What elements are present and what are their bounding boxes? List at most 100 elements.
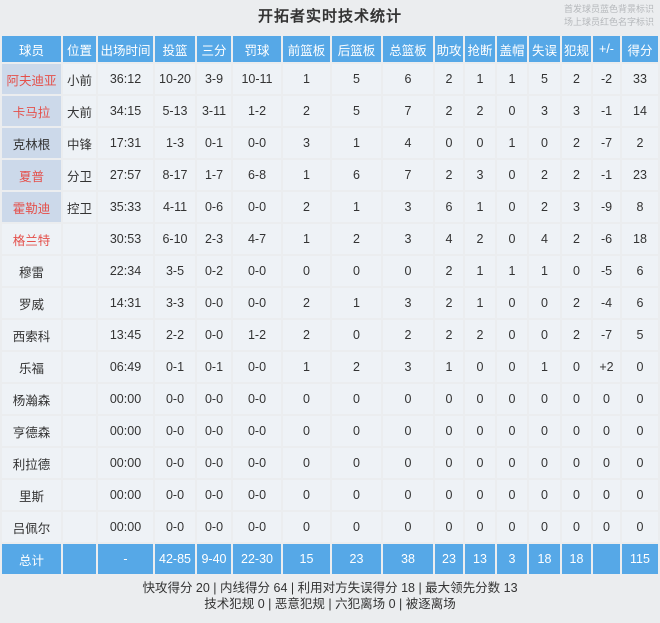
stat-pf: 18	[562, 544, 591, 574]
stat-pts: 115	[622, 544, 658, 574]
stat-ft: 0-0	[233, 480, 281, 510]
stat-pts: 0	[622, 384, 658, 414]
footer-scoring-line: 快攻得分 20 | 内线得分 64 | 利用对方失误得分 18 | 最大领先分数…	[142, 581, 518, 595]
player-name: 亨德森	[2, 416, 61, 446]
player-row: 阿夫迪亚 小前 36:12 10-20 3-9 10-11 1 5 6 2 1 1 5 2 -2 33	[2, 64, 658, 94]
stat-dreb: 0	[332, 416, 381, 446]
stat-position	[63, 544, 96, 574]
stat-ft: 10-11	[233, 64, 281, 94]
stat-three: 0-1	[197, 352, 231, 382]
stat-position: 中锋	[63, 128, 96, 158]
stat-tov: 0	[529, 128, 560, 158]
stat-stl: 1	[465, 256, 495, 286]
stat-ft: 0-0	[233, 384, 281, 414]
stat-stl: 2	[465, 224, 495, 254]
stat-pm: 0	[593, 448, 620, 478]
stat-fg: 3-5	[155, 256, 195, 286]
stat-pf: 0	[562, 480, 591, 510]
stat-pts: 14	[622, 96, 658, 126]
stat-oreb: 2	[283, 96, 330, 126]
stat-oreb: 3	[283, 128, 330, 158]
stat-blk: 0	[497, 480, 527, 510]
stat-pf: 0	[562, 448, 591, 478]
column-header-dreb: 后篮板	[332, 36, 381, 62]
stat-fg: 5-13	[155, 96, 195, 126]
stat-time: 13:45	[98, 320, 153, 350]
stat-ft: 0-0	[233, 256, 281, 286]
stat-pm: -5	[593, 256, 620, 286]
stat-stl: 0	[465, 384, 495, 414]
stat-ft: 22-30	[233, 544, 281, 574]
stat-tov: 0	[529, 288, 560, 318]
column-header-reb: 总篮板	[383, 36, 433, 62]
stat-dreb: 1	[332, 192, 381, 222]
stat-fg: 0-0	[155, 448, 195, 478]
team-stats-footer: 快攻得分 20 | 内线得分 64 | 利用对方失误得分 18 | 最大领先分数…	[0, 580, 660, 612]
stat-tov: 5	[529, 64, 560, 94]
stat-pts: 0	[622, 512, 658, 542]
stat-pm: -2	[593, 64, 620, 94]
stat-fg: 6-10	[155, 224, 195, 254]
stat-ast: 2	[435, 64, 463, 94]
player-row: 格兰特 30:53 6-10 2-3 4-7 1 2 3 4 2 0 4 2 -6 18	[2, 224, 658, 254]
total-label: 总计	[2, 544, 61, 574]
stat-pts: 6	[622, 288, 658, 318]
player-name: 西索科	[2, 320, 61, 350]
stat-position: 小前	[63, 64, 96, 94]
stat-three: 0-6	[197, 192, 231, 222]
stat-tov: 4	[529, 224, 560, 254]
player-stats-table: 球员 位置 出场时间 投篮 三分 罚球 前篮板 后篮板 总篮板 助攻 抢断 盖帽 失误 犯规 +/- 得分 阿…	[0, 34, 660, 576]
stat-tov: 0	[529, 512, 560, 542]
stat-three: 0-0	[197, 512, 231, 542]
stat-dreb: 2	[332, 224, 381, 254]
stat-position	[63, 288, 96, 318]
stat-oreb: 0	[283, 384, 330, 414]
stat-stl: 0	[465, 352, 495, 382]
player-row: 亨德森 00:00 0-0 0-0 0-0 0 0 0 0 0 0 0 0 0 0	[2, 416, 658, 446]
stat-pm: -7	[593, 128, 620, 158]
column-header-ast: 助攻	[435, 36, 463, 62]
stat-stl: 13	[465, 544, 495, 574]
stat-position: 大前	[63, 96, 96, 126]
stat-pm: -6	[593, 224, 620, 254]
stat-pts: 0	[622, 352, 658, 382]
stat-stl: 0	[465, 416, 495, 446]
stat-reb: 3	[383, 192, 433, 222]
player-row: 杨瀚森 00:00 0-0 0-0 0-0 0 0 0 0 0 0 0 0 0 0	[2, 384, 658, 414]
stat-three: 0-0	[197, 288, 231, 318]
stat-blk: 0	[497, 384, 527, 414]
stat-time: 00:00	[98, 416, 153, 446]
stat-dreb: 0	[332, 480, 381, 510]
stat-dreb: 0	[332, 384, 381, 414]
stat-time: 30:53	[98, 224, 153, 254]
stat-tov: 18	[529, 544, 560, 574]
stat-fg: 1-3	[155, 128, 195, 158]
stat-time: -	[98, 544, 153, 574]
stat-tov: 2	[529, 160, 560, 190]
player-name: 杨瀚森	[2, 384, 61, 414]
stat-oreb: 2	[283, 192, 330, 222]
stat-pm	[593, 544, 620, 574]
stat-three: 0-0	[197, 480, 231, 510]
stat-pm: 0	[593, 416, 620, 446]
stat-reb: 0	[383, 480, 433, 510]
stat-dreb: 5	[332, 96, 381, 126]
stat-ft: 6-8	[233, 160, 281, 190]
stat-stl: 1	[465, 192, 495, 222]
stat-ft: 0-0	[233, 512, 281, 542]
column-header-tov: 失误	[529, 36, 560, 62]
color-legend: 首发球员蓝色背景标识 场上球员红色名字标识	[564, 3, 654, 29]
stat-three: 9-40	[197, 544, 231, 574]
stat-blk: 0	[497, 96, 527, 126]
title-bar: 开拓者实时技术统计 首发球员蓝色背景标识 场上球员红色名字标识	[0, 0, 660, 34]
stat-reb: 3	[383, 224, 433, 254]
stat-oreb: 1	[283, 224, 330, 254]
stat-dreb: 23	[332, 544, 381, 574]
stat-reb: 7	[383, 96, 433, 126]
stat-pf: 0	[562, 352, 591, 382]
stat-ast: 1	[435, 352, 463, 382]
stat-ft: 1-2	[233, 96, 281, 126]
stat-three: 0-0	[197, 384, 231, 414]
player-row: 卡马拉 大前 34:15 5-13 3-11 1-2 2 5 7 2 2 0 3 3 -1 14	[2, 96, 658, 126]
stat-pts: 0	[622, 448, 658, 478]
